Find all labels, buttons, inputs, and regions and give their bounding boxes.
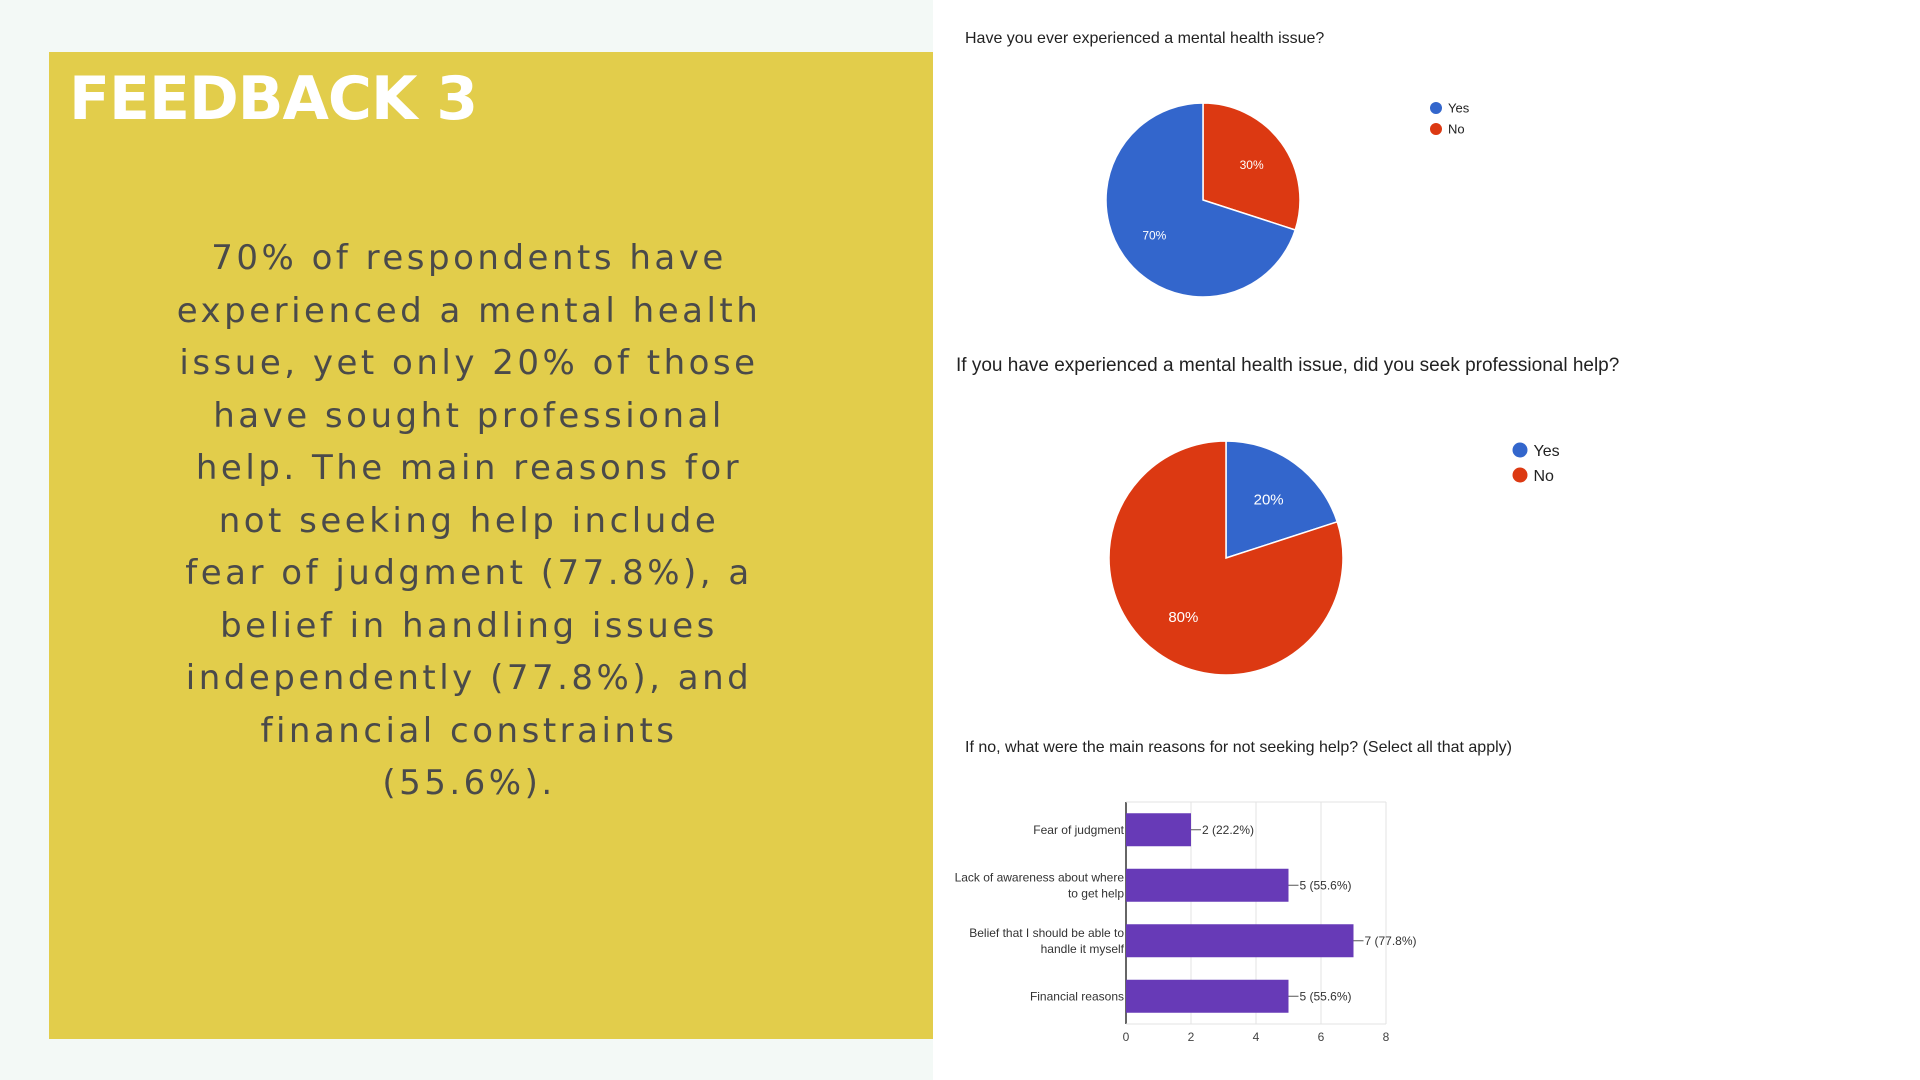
bar-2-data-label: 5 (55.6%) bbox=[1300, 878, 1352, 892]
bar-1-data-label: 2 (22.2%) bbox=[1202, 823, 1254, 837]
pie-1-legend-dot-yes bbox=[1430, 102, 1442, 114]
pie-1-legend-label-no: No bbox=[1448, 122, 1465, 137]
summary-text: 70% of respondents have experienced a me… bbox=[176, 238, 762, 803]
pie-1-label-yes: 70% bbox=[1142, 229, 1166, 243]
pie-2-legend-label-no: No bbox=[1534, 468, 1555, 485]
bar-4 bbox=[1126, 979, 1289, 1013]
bar-3-category-label: Belief that I should be able to bbox=[969, 926, 1124, 940]
pie-1-slice-yes bbox=[1105, 102, 1297, 298]
bar-1-category-label: Fear of judgment bbox=[1033, 823, 1124, 837]
pie-2-legend-label-yes: Yes bbox=[1534, 443, 1560, 460]
pie-1-slice-no bbox=[1202, 102, 1301, 231]
bar-4-data-label: 5 (55.6%) bbox=[1300, 989, 1352, 1003]
bar-3 bbox=[1126, 924, 1354, 958]
pie-2-legend-dot-yes bbox=[1512, 442, 1528, 458]
pie-2-legend-dot-no bbox=[1512, 467, 1528, 483]
bar-tick-label: 2 bbox=[1188, 1030, 1195, 1044]
pie-2-title: If you have experienced a mental health … bbox=[956, 355, 1619, 376]
pie-1-label-no: 30% bbox=[1240, 158, 1264, 172]
bar-tick-label: 0 bbox=[1123, 1030, 1130, 1044]
bar-3-data-label: 7 (77.8%) bbox=[1365, 934, 1417, 948]
bar-1 bbox=[1126, 813, 1191, 847]
pie-1-title: Have you ever experienced a mental healt… bbox=[965, 30, 1324, 47]
pie-1-legend-label-yes: Yes bbox=[1448, 101, 1470, 116]
summary-panel: FEEDBACK 3 70% of respondents have exper… bbox=[49, 52, 933, 1039]
bar-chart-title: If no, what were the main reasons for no… bbox=[965, 739, 1512, 756]
bar-2-category-label: to get help bbox=[1068, 886, 1124, 900]
charts-svg: Have you ever experienced a mental healt… bbox=[955, 30, 1620, 1044]
pie-2-slice-no bbox=[1108, 440, 1344, 676]
pie-2-slice-yes bbox=[1225, 440, 1339, 560]
bar-4-category-label: Financial reasons bbox=[1030, 989, 1124, 1003]
pie-2-label-no: 80% bbox=[1168, 609, 1198, 626]
pie-1-legend-dot-no bbox=[1430, 123, 1442, 135]
bar-2-category-label: Lack of awareness about where bbox=[955, 870, 1125, 884]
charts-panel: Have you ever experienced a mental healt… bbox=[933, 0, 1920, 1080]
bar-3-category-label: handle it myself bbox=[1041, 942, 1125, 956]
pie-2-label-yes: 20% bbox=[1254, 492, 1284, 509]
bar-tick-label: 6 bbox=[1318, 1030, 1325, 1044]
bar-2 bbox=[1126, 868, 1289, 902]
bar-tick-label: 4 bbox=[1253, 1030, 1260, 1044]
bar-tick-label: 8 bbox=[1383, 1030, 1390, 1044]
slide-title: FEEDBACK 3 bbox=[69, 64, 478, 134]
